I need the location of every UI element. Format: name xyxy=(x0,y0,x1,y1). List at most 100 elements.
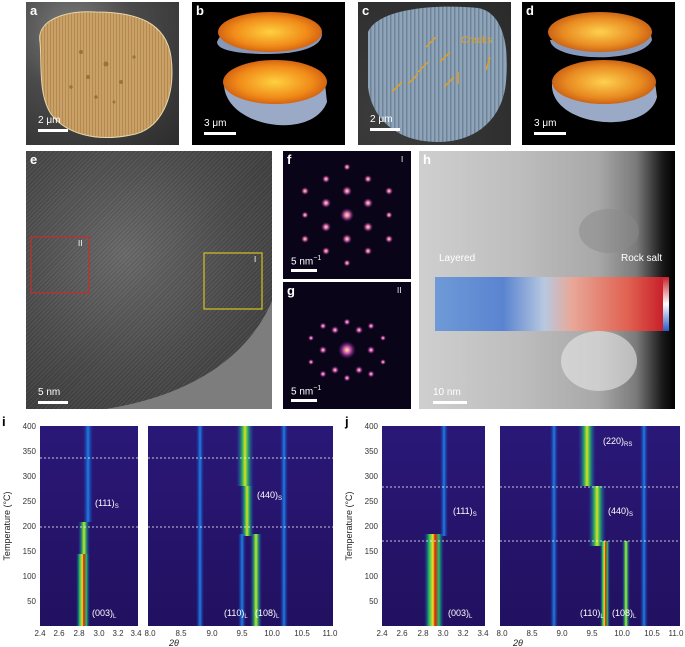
svg-text:10.0: 10.0 xyxy=(264,629,280,638)
peak-label-110: (110)L xyxy=(224,608,248,620)
svg-text:150: 150 xyxy=(23,547,37,556)
x-axis-ticks-j-left: 2.4 2.6 2.8 3.0 3.2 3.4 xyxy=(376,629,489,638)
panel-e-hrtem-image: e II I 5 nm xyxy=(26,151,272,409)
panel-label: a xyxy=(30,3,38,18)
region-ii-box xyxy=(30,236,90,294)
plot-j: j (111)S (003)L (220)RS (440)S (110)L (1… xyxy=(344,414,684,647)
cracks-annotation: Cracks xyxy=(461,35,493,46)
svg-text:9.0: 9.0 xyxy=(556,629,568,638)
region-ii-label: II xyxy=(78,239,83,248)
svg-text:200: 200 xyxy=(23,522,37,531)
peak-label-111: (111)S xyxy=(95,498,119,510)
peak-111-band xyxy=(440,426,448,536)
panel-label: e xyxy=(30,152,38,167)
panel-label: g xyxy=(287,283,295,298)
svg-text:3.4: 3.4 xyxy=(130,629,142,638)
svg-text:3.2: 3.2 xyxy=(457,629,469,638)
peak-label-110: (110)L xyxy=(580,608,604,620)
panel-d-3d-render: d 3 μm xyxy=(522,2,675,145)
region-tag: II xyxy=(397,286,402,295)
scale-bar-label: 5 nm−1 xyxy=(291,255,322,268)
xrd-heatmaps: i (111)S (003)L (440)S (110)L (108)L 400… xyxy=(2,414,684,647)
svg-text:200: 200 xyxy=(365,522,379,531)
region-tag: I xyxy=(401,155,404,164)
panel-label: b xyxy=(196,3,204,18)
layered-label: Layered xyxy=(439,253,476,264)
panel-label: d xyxy=(526,3,534,18)
color-bar xyxy=(663,277,669,331)
particle-cracked-surface xyxy=(368,6,508,143)
svg-text:50: 50 xyxy=(369,597,378,606)
peak-label-111: (111)S xyxy=(453,506,477,518)
panel-a-sem-image: a 2 μm xyxy=(26,2,179,145)
peak-label-003: (003)L xyxy=(448,608,473,620)
scale-bar xyxy=(433,401,467,404)
svg-text:300: 300 xyxy=(365,472,379,481)
plot-i: i (111)S (003)L (440)S (110)L (108)L 400… xyxy=(2,414,338,647)
peak-label-003: (003)L xyxy=(92,608,117,620)
scale-bar-label: 2 μm xyxy=(38,115,61,126)
scale-bar xyxy=(534,132,566,135)
peak-label-220: (220)RS xyxy=(603,436,632,448)
panel-h-stem-map: h Layered Rock salt 10 nm xyxy=(419,151,675,409)
svg-text:9.5: 9.5 xyxy=(586,629,598,638)
scale-bar xyxy=(204,132,236,135)
rock-salt-label: Rock salt xyxy=(621,253,663,264)
scale-bar xyxy=(291,399,317,402)
peak-440-band xyxy=(236,426,254,486)
panel-label: c xyxy=(362,3,370,18)
panel-label: f xyxy=(287,152,292,167)
scale-bar xyxy=(38,401,68,404)
svg-text:8.0: 8.0 xyxy=(144,629,156,638)
panel-g-fft: g II 5 nm−1 xyxy=(283,282,411,409)
x-axis-label: 2θ xyxy=(512,638,523,647)
peak-110-band xyxy=(238,534,246,626)
scale-bar-label: 2 μm xyxy=(370,114,393,125)
svg-text:350: 350 xyxy=(23,447,37,456)
svg-text:8.5: 8.5 xyxy=(175,629,187,638)
peak-label-440: (440)S xyxy=(608,506,633,518)
svg-text:10.5: 10.5 xyxy=(644,629,660,638)
region-i-label: I xyxy=(254,255,257,264)
panel-c-sem-image: c Cracks 2 μm xyxy=(358,2,511,145)
svg-text:250: 250 xyxy=(365,497,379,506)
scale-bar-label: 10 nm xyxy=(433,387,461,398)
svg-text:2.8: 2.8 xyxy=(73,629,85,638)
scale-bar-label: 3 μm xyxy=(534,118,557,129)
x-axis-ticks-j-right: 8.0 8.5 9.0 9.5 10.0 10.5 11.0 xyxy=(496,629,684,638)
region-i-box xyxy=(203,252,263,310)
svg-text:11.0: 11.0 xyxy=(669,629,685,638)
svg-text:9.5: 9.5 xyxy=(236,629,248,638)
svg-text:3.2: 3.2 xyxy=(112,629,124,638)
svg-text:100: 100 xyxy=(23,572,37,581)
scale-bar-label: 5 nm xyxy=(38,387,61,398)
svg-text:8.0: 8.0 xyxy=(496,629,508,638)
svg-text:2.4: 2.4 xyxy=(34,629,46,638)
y-axis-label: Temperature (°C) xyxy=(344,491,354,560)
peak-003-band xyxy=(424,534,444,626)
phase-map xyxy=(435,209,669,391)
fft-pattern-i xyxy=(301,163,393,267)
peak-label-108: (108)L xyxy=(612,608,637,620)
svg-text:2.6: 2.6 xyxy=(53,629,65,638)
peak-108-band xyxy=(622,541,630,626)
panel-label: j xyxy=(344,414,349,429)
particle-3d-reconstruction xyxy=(217,12,327,126)
peak-label-440: (440)S xyxy=(257,490,282,502)
svg-text:400: 400 xyxy=(23,422,37,431)
peak-label-108: (108)L xyxy=(255,608,280,620)
scale-bar xyxy=(291,269,317,272)
svg-text:3.0: 3.0 xyxy=(93,629,105,638)
scale-bar xyxy=(370,128,400,131)
peak-110-band xyxy=(600,541,610,626)
panel-b-3d-render: b 3 μm xyxy=(192,2,345,145)
fft-pattern-ii xyxy=(308,318,386,382)
y-axis-label: Temperature (°C) xyxy=(2,491,12,560)
svg-text:10.5: 10.5 xyxy=(294,629,310,638)
x-axis-ticks-i-left: 2.4 2.6 2.8 3.0 3.2 3.4 xyxy=(34,629,142,638)
svg-text:300: 300 xyxy=(23,472,37,481)
x-axis-ticks-i-right: 8.0 8.5 9.0 9.5 10.0 10.5 11.0 xyxy=(144,629,338,638)
svg-text:50: 50 xyxy=(27,597,36,606)
peak-220-band xyxy=(578,426,596,486)
svg-text:2.4: 2.4 xyxy=(376,629,388,638)
